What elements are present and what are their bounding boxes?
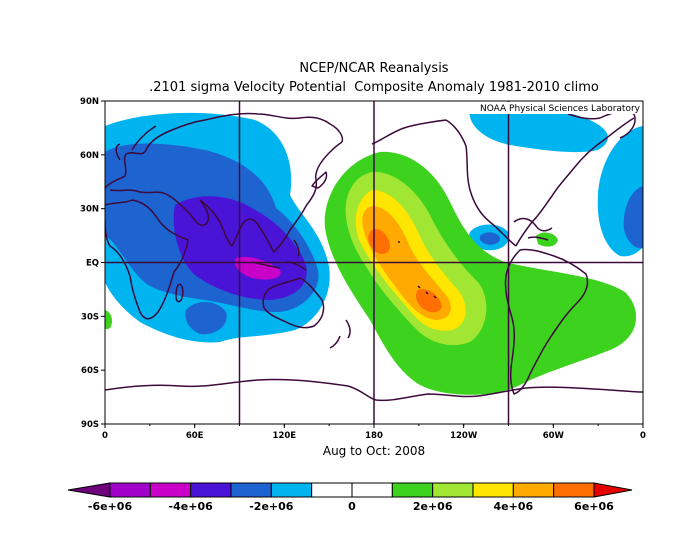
anomaly-field <box>105 103 643 395</box>
title-line-1: NCEP/NCAR Reanalysis <box>299 61 448 76</box>
lon-tick-label: 180 <box>365 431 383 441</box>
reference-lines <box>105 101 643 424</box>
contour-redorange-south <box>415 289 442 313</box>
colorbar-swatch <box>512 482 555 498</box>
colorbar-label: -6e+06 <box>88 500 133 513</box>
coast-madagascar <box>175 283 184 303</box>
title-line-2: .2101 sigma Velocity Potential Composite… <box>149 80 599 95</box>
lat-tick-label: 90S <box>81 420 99 430</box>
coast-new-zealand <box>329 319 351 349</box>
lon-tick-label: 120E <box>273 431 297 441</box>
longitude-axis: 0 60E 120E 180 120W 60W 0 <box>102 424 646 441</box>
colorbar-label: 2e+06 <box>413 500 453 513</box>
lon-tick-label: 60E <box>186 431 204 441</box>
credit-box <box>458 102 642 114</box>
colorbar-swatch <box>351 482 393 498</box>
coast-pacific-islands <box>398 241 437 299</box>
colorbar-swatch <box>553 482 595 498</box>
colorbar-swatch <box>270 482 313 498</box>
lat-tick-label: 60S <box>81 366 99 376</box>
coast-japan <box>311 171 328 189</box>
colorbar: -6e+06 -4e+06 -2e+06 0 2e+06 4e+06 6e+06 <box>67 482 633 513</box>
map-panel: NOAA Physical Sciences Laboratory <box>104 100 644 425</box>
coast-se-asia <box>259 141 343 253</box>
colorbar-label: 4e+06 <box>494 500 534 513</box>
lon-tick-label: 60W <box>543 431 565 441</box>
coast-africa <box>105 199 189 320</box>
contour-blue-east-edge <box>623 186 643 249</box>
colorbar-swatch <box>432 482 474 498</box>
contour-blue-caribbean <box>479 232 500 245</box>
coast-australia <box>262 277 325 329</box>
colorbar-label: -2e+06 <box>249 500 294 513</box>
coast-north-america-west <box>445 119 517 247</box>
coast-antarctica <box>105 378 643 402</box>
lat-tick-label: EQ <box>86 259 99 269</box>
coast-scandinavia <box>115 125 157 161</box>
colorbar-swatch <box>149 482 192 498</box>
colorbar-label: 0 <box>348 500 356 513</box>
colorbar-low-arrow <box>67 482 111 498</box>
period-label: Aug to Oct: 2008 <box>323 444 425 458</box>
lat-tick-label: 90N <box>80 97 99 107</box>
coast-siberia <box>204 112 344 143</box>
coastlines <box>105 104 643 402</box>
lat-tick-label: 60N <box>80 151 99 161</box>
colorbar-label: -4e+06 <box>169 500 214 513</box>
contour-green-west-edge <box>105 310 113 330</box>
coast-north-america-east <box>515 117 635 247</box>
coast-cuba <box>527 236 549 241</box>
coast-gulf-mexico <box>513 217 553 232</box>
lon-tick-label: 0 <box>640 431 646 441</box>
lat-tick-label: 30N <box>80 205 99 215</box>
colorbar-swatch <box>109 482 151 498</box>
lon-tick-label: 0 <box>102 431 108 441</box>
lat-tick-label: 30S <box>81 312 99 322</box>
coast-mediterranean <box>109 189 167 195</box>
lon-tick-label: 120W <box>450 431 478 441</box>
colorbar-swatch <box>311 482 353 498</box>
coast-europe <box>105 119 206 189</box>
colorbar-swatch <box>472 482 514 498</box>
contour-blue-s-indian <box>185 301 227 335</box>
coast-arabia <box>165 193 210 226</box>
colorbar-swatch <box>190 482 232 498</box>
colorbar-high-arrow <box>593 482 633 498</box>
colorbar-label: 6e+06 <box>574 500 614 513</box>
coast-india <box>199 199 261 247</box>
latitude-axis: 90N 60N 30N EQ 30S 60S 90S <box>80 97 105 430</box>
colorbar-swatch <box>391 482 434 498</box>
credit-text: NOAA Physical Sciences Laboratory <box>480 104 641 114</box>
colorbar-swatch <box>230 482 272 498</box>
coast-alaska <box>371 119 447 145</box>
